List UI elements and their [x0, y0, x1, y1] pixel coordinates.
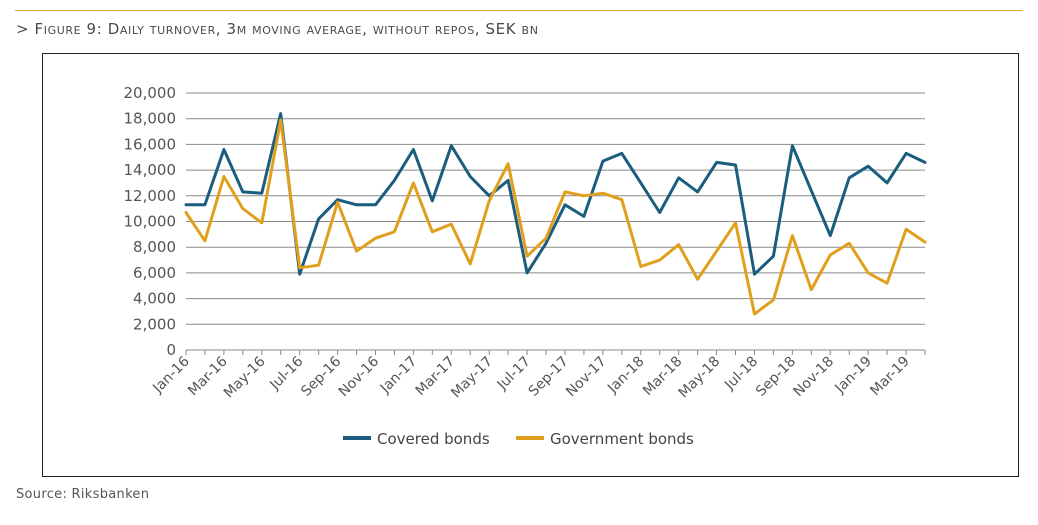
- x-tick-label: May-16: [221, 353, 269, 401]
- figure-title: > Figure 9: Daily turnover, 3m moving av…: [16, 20, 539, 38]
- x-tick-label: Jan-16: [149, 353, 193, 397]
- x-tick-label: Nov-17: [563, 354, 610, 401]
- y-tick-label: 12,000: [124, 187, 177, 205]
- x-tick-label: Sep-18: [753, 354, 799, 400]
- chart-frame: 0 2,000 4,000 6,000 8,000 10,000 12,000 14,000 1…: [42, 53, 1019, 477]
- y-tick-label: 2,000: [133, 315, 176, 333]
- x-tick-label: May-18: [676, 354, 724, 402]
- y-tick-label: 14,000: [124, 161, 177, 179]
- series-line-government-bonds: [184, 118, 927, 316]
- x-tick-label: May-17: [448, 354, 496, 402]
- x-tick-label: Jan-19: [832, 354, 875, 397]
- y-tick-label: 20,000: [124, 84, 177, 102]
- y-tick-label: 10,000: [124, 213, 177, 231]
- y-tick-label: 4,000: [133, 290, 176, 308]
- y-tick-label: 8,000: [133, 238, 176, 256]
- y-tick-label: 6,000: [133, 264, 176, 282]
- y-tick-label: 16,000: [124, 135, 177, 153]
- source-note: Source: Riksbanken: [16, 487, 150, 502]
- x-tick-label: Nov-18: [791, 354, 838, 401]
- series-line-covered-bonds: [184, 112, 927, 276]
- y-tick-label: 0: [166, 341, 176, 359]
- x-tick-label: Sep-16: [298, 353, 344, 399]
- x-tick-label: Nov-16: [336, 353, 383, 400]
- legend-label-covered-bonds: Covered bonds: [377, 430, 490, 448]
- x-tick-label: Jan-18: [604, 354, 647, 397]
- line-chart: 0 2,000 4,000 6,000 8,000 10,000 12,000 14,000 1…: [124, 84, 927, 448]
- top-accent-rule: [15, 10, 1023, 11]
- x-tick-label: Sep-17: [526, 354, 572, 400]
- legend-label-government-bonds: Government bonds: [550, 430, 694, 448]
- x-tick-label: Jan-17: [377, 354, 420, 397]
- y-tick-label: 18,000: [124, 110, 177, 128]
- x-tick-label: Mar-19: [867, 354, 913, 400]
